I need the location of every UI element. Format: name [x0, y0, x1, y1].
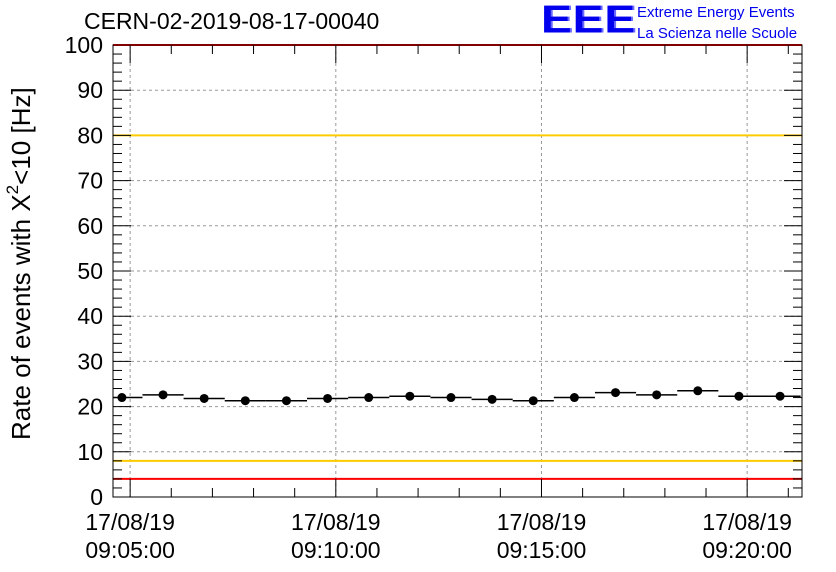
data-point [281, 396, 291, 406]
y-tick-label: 20 [77, 394, 103, 420]
y-tick-label: 40 [77, 303, 103, 329]
x-tick-date: 17/08/19 [291, 509, 381, 535]
y-tick-label: 50 [77, 258, 103, 284]
data-point [240, 396, 250, 406]
data-point [528, 396, 538, 406]
data-point [569, 393, 579, 403]
y-tick-label: 0 [90, 484, 103, 510]
y-tick-label: 70 [77, 168, 103, 194]
chart-title: CERN-02-2019-08-17-00040 [84, 8, 380, 34]
x-tick-time: 09:05:00 [85, 537, 175, 563]
x-tick-date: 17/08/19 [85, 509, 175, 535]
data-point [364, 393, 374, 403]
data-point [323, 393, 333, 403]
y-tick-label: 80 [77, 122, 103, 148]
data-point [734, 391, 744, 401]
x-tick-date: 17/08/19 [497, 509, 587, 535]
eee-logo: EEE [541, 0, 637, 42]
x-tick-time: 09:10:00 [291, 537, 381, 563]
data-point [775, 391, 785, 401]
y-tick-label: 10 [77, 439, 103, 465]
y-axis-label: Rate of events with X2<10 [Hz] [3, 87, 36, 440]
y-tick-label: 90 [77, 77, 103, 103]
x-tick-time: 09:15:00 [497, 537, 587, 563]
logo-line-2: La Scienza nelle Scuole [637, 25, 798, 42]
x-tick-date: 17/08/19 [702, 509, 792, 535]
y-tick-label: 100 [65, 32, 103, 58]
y-tick-label: 60 [77, 213, 103, 239]
y-tick-label: 30 [77, 348, 103, 374]
logo-line-1: Extreme Energy Events [637, 4, 795, 21]
data-point [611, 388, 621, 398]
data-point [199, 393, 209, 403]
data-point [158, 390, 168, 400]
data-point [117, 393, 127, 403]
data-point [693, 386, 703, 396]
data-point [405, 391, 415, 401]
data-point [652, 390, 662, 400]
x-tick-time: 09:20:00 [702, 537, 792, 563]
data-point [446, 393, 456, 403]
data-point [487, 394, 497, 404]
